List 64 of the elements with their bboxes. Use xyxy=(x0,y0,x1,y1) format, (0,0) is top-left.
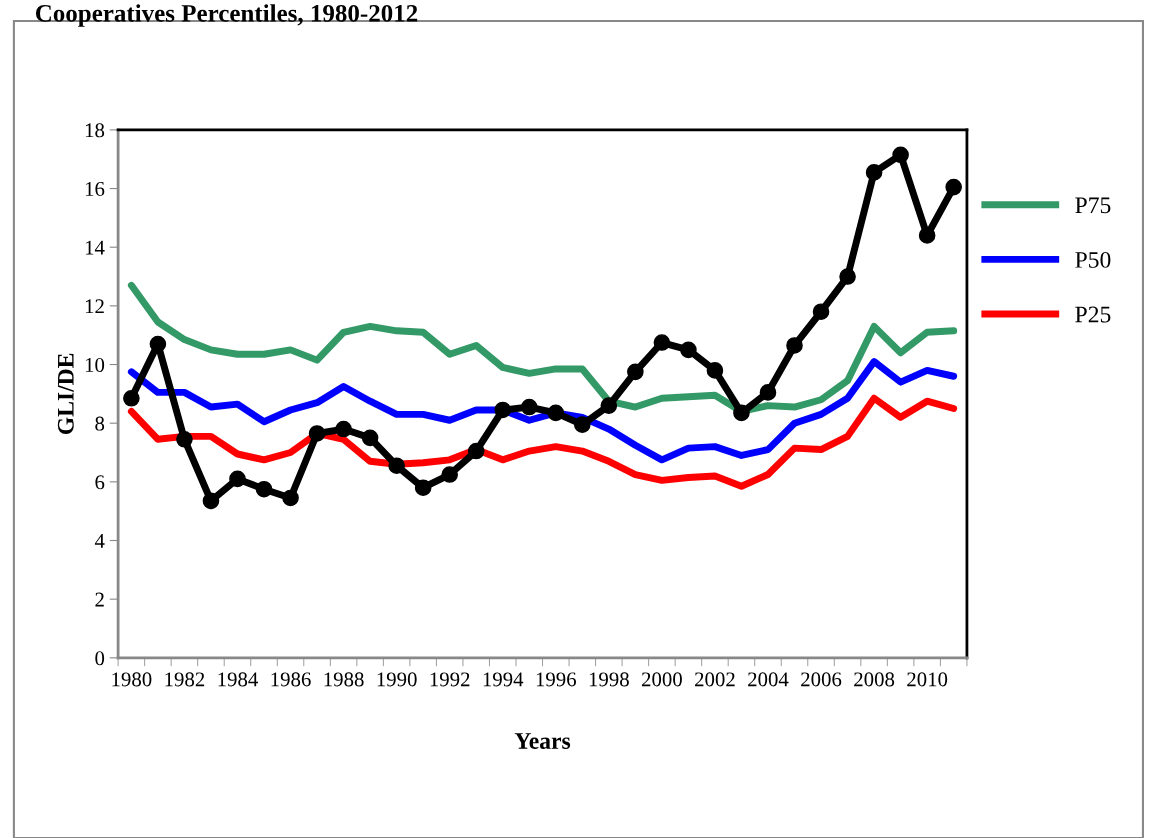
point xyxy=(945,178,962,196)
x-tick-label: 1988 xyxy=(324,672,364,687)
point xyxy=(308,425,326,442)
point xyxy=(176,431,193,448)
x-tick-label: 1980 xyxy=(112,672,152,687)
x-tick-label: 1990 xyxy=(377,672,417,687)
y-tick-label: 12 xyxy=(85,299,104,314)
y-tick-label: 10 xyxy=(85,357,105,372)
point xyxy=(547,404,565,422)
point xyxy=(335,420,352,438)
point xyxy=(653,334,671,351)
y-tick-label: 8 xyxy=(95,416,105,431)
y-tick-label: 16 xyxy=(85,181,105,196)
x-tick-label: 1998 xyxy=(589,672,629,687)
x-tick-label: 1994 xyxy=(483,672,524,687)
legend-label: P50 xyxy=(1075,251,1111,268)
point xyxy=(918,227,936,244)
x-tick-label: 2004 xyxy=(748,672,789,687)
point xyxy=(123,389,140,407)
point xyxy=(414,479,432,497)
x-tick-label: 2010 xyxy=(907,672,948,687)
x-tick-label: 2006 xyxy=(801,672,842,687)
chart-title: Cooperatives Percentiles, 1980-2012 xyxy=(35,4,418,27)
y-tick-label: 2 xyxy=(95,592,104,607)
point xyxy=(680,341,697,359)
point xyxy=(627,363,644,381)
point xyxy=(759,384,777,401)
x-tick-label: 2008 xyxy=(854,672,895,687)
x-tick-label: 1984 xyxy=(218,672,258,687)
point xyxy=(361,429,379,447)
x-tick-label: 1992 xyxy=(430,672,470,687)
point xyxy=(255,480,273,498)
point xyxy=(282,489,299,507)
x-tick-label: 1986 xyxy=(271,672,311,687)
point xyxy=(706,362,724,379)
point xyxy=(600,397,618,414)
point xyxy=(149,335,167,353)
point xyxy=(865,164,883,181)
point xyxy=(467,442,485,460)
point xyxy=(786,337,803,354)
y-tick-label: 14 xyxy=(85,240,105,255)
point xyxy=(494,401,512,419)
x-tick-label: 2000 xyxy=(641,672,682,687)
x-tick-label: 2002 xyxy=(695,672,735,687)
y-tick-label: 18 xyxy=(85,123,105,138)
point xyxy=(202,492,220,510)
point xyxy=(229,470,246,488)
point xyxy=(441,466,458,483)
legend-label: P75 xyxy=(1075,197,1111,214)
x-axis-title: Years xyxy=(514,733,571,749)
y-tick-label: 0 xyxy=(95,651,105,666)
x-tick-label: 1996 xyxy=(536,672,576,687)
point xyxy=(520,398,538,416)
point xyxy=(839,268,856,285)
legend-label: P25 xyxy=(1075,306,1111,323)
y-axis-title: GLI/DE xyxy=(57,353,74,435)
point xyxy=(574,416,591,433)
point xyxy=(388,457,405,475)
y-tick-label: 4 xyxy=(94,534,105,548)
point xyxy=(812,303,830,321)
y-tick-label: 6 xyxy=(95,475,105,490)
point xyxy=(892,146,909,164)
point xyxy=(733,404,750,422)
x-tick-label: 1982 xyxy=(165,672,205,687)
